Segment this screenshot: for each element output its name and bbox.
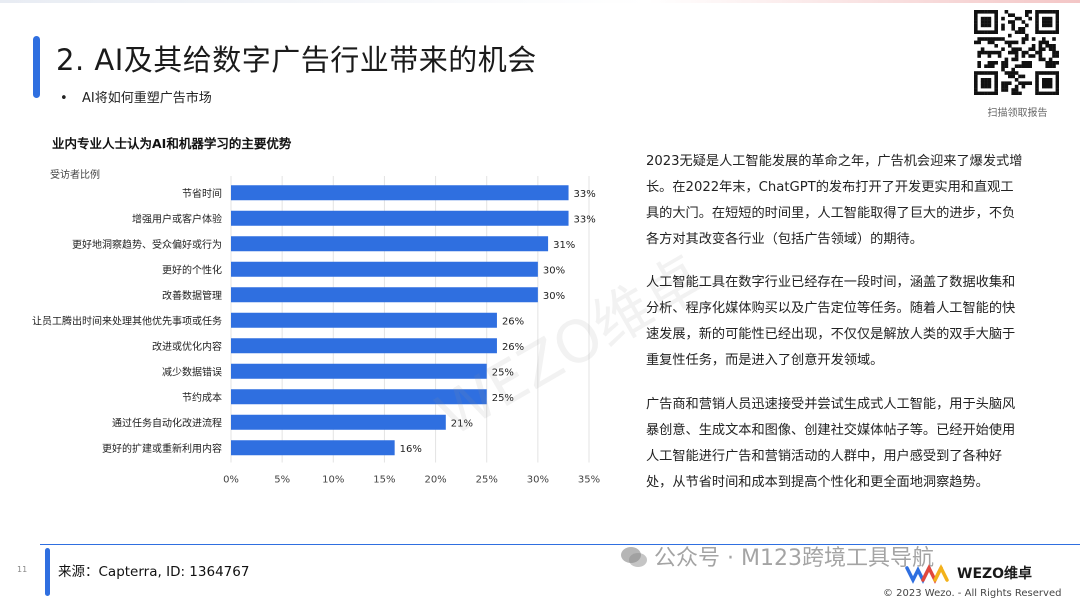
bar-chart: 0% 5% 10% 15% 20% 25% 30% 35% 节省时间 33% 增强用户或客户体验 33… xyxy=(32,176,600,486)
title-accent-bar xyxy=(33,36,40,98)
category-label: 节省时间 xyxy=(182,187,222,200)
chart-title: 业内专业人士认为AI和机器学习的主要优势 xyxy=(52,136,292,151)
source-text: 来源：Capterra, ID: 1364767 xyxy=(58,564,250,580)
category-label: 更好的扩建或重新利用内容 xyxy=(102,442,222,455)
bar xyxy=(231,261,538,277)
value-label: 26% xyxy=(502,316,524,327)
category-label: 减少数据错误 xyxy=(162,365,222,378)
paragraph-2: 人工智能工具在数字行业已经存在一段时间，涵盖了数据收集和分析、程序化媒体购买以及… xyxy=(646,275,1016,368)
value-label: 25% xyxy=(492,393,514,404)
bar xyxy=(231,363,487,379)
value-label: 26% xyxy=(502,342,524,353)
value-label: 21% xyxy=(451,418,473,429)
value-label: 30% xyxy=(543,291,565,302)
bottom-rule xyxy=(40,544,1080,545)
source-accent-bar xyxy=(45,548,50,596)
top-rule xyxy=(0,0,1080,3)
x-tick-label: 35% xyxy=(578,475,600,486)
x-tick-label: 25% xyxy=(476,475,498,486)
copyright: © 2023 Wezo. - All Rights Reserved xyxy=(883,588,1062,599)
x-tick-label: 0% xyxy=(223,475,239,486)
value-label: 25% xyxy=(492,367,514,378)
category-label: 更好的个性化 xyxy=(162,263,222,276)
wezo-logo-icon xyxy=(905,564,949,584)
bullet-dot-icon: • xyxy=(60,91,68,106)
qr-caption: 扫描领取报告 xyxy=(987,108,1048,119)
bar xyxy=(231,210,569,226)
paragraph-1: 2023无疑是人工智能发展的革命之年，广告机会迎来了爆发式增长。在2022年末，… xyxy=(646,154,1023,247)
bullet-item: • AI将如何重塑广告市场 xyxy=(60,87,212,106)
x-tick-label: 30% xyxy=(527,475,549,486)
value-label: 33% xyxy=(574,214,596,225)
qr-code-icon xyxy=(974,10,1059,95)
x-tick-label: 10% xyxy=(322,475,344,486)
category-label: 增强用户或客户体验 xyxy=(132,212,222,225)
value-label: 16% xyxy=(400,444,422,455)
category-label: 通过任务自动化改进流程 xyxy=(112,416,222,429)
bar xyxy=(231,287,538,303)
category-label: 改进或优化内容 xyxy=(152,340,222,353)
bar xyxy=(231,389,487,405)
wechat-text: 公众号 · M123跨境工具导航 xyxy=(654,546,934,571)
page-title: 2. AI及其给数字广告行业带来的机会 xyxy=(56,43,537,77)
page-number: 11 xyxy=(17,565,28,574)
bar xyxy=(231,312,497,328)
bar xyxy=(231,338,497,354)
bullet-text: AI将如何重塑广告市场 xyxy=(82,91,212,106)
wechat-overlay: 公众号 · M123跨境工具导航 xyxy=(620,540,934,572)
x-tick-label: 15% xyxy=(373,475,395,486)
category-label: 节约成本 xyxy=(182,391,222,404)
x-tick-label: 5% xyxy=(274,475,290,486)
brand-name: WEZO维卓 xyxy=(957,566,1033,582)
bar xyxy=(231,236,549,252)
value-label: 30% xyxy=(543,265,565,276)
bar xyxy=(231,185,569,201)
paragraph-3: 广告商和营销人员迅速接受并尝试生成式人工智能，用于头脑风暴创意、生成文本和图像、… xyxy=(646,397,1016,490)
bar xyxy=(231,440,395,456)
category-label: 更好地洞察趋势、受众偏好或行为 xyxy=(72,238,222,251)
chart-subtitle: 受访者比例 xyxy=(50,170,100,181)
category-label: 让员工腾出时间来处理其他优先事项或任务 xyxy=(32,314,222,327)
value-label: 31% xyxy=(553,240,575,251)
category-label: 改善数据管理 xyxy=(162,289,222,302)
x-tick-label: 20% xyxy=(424,475,446,486)
wechat-icon xyxy=(621,547,647,567)
value-label: 33% xyxy=(574,189,596,200)
bar xyxy=(231,414,446,430)
